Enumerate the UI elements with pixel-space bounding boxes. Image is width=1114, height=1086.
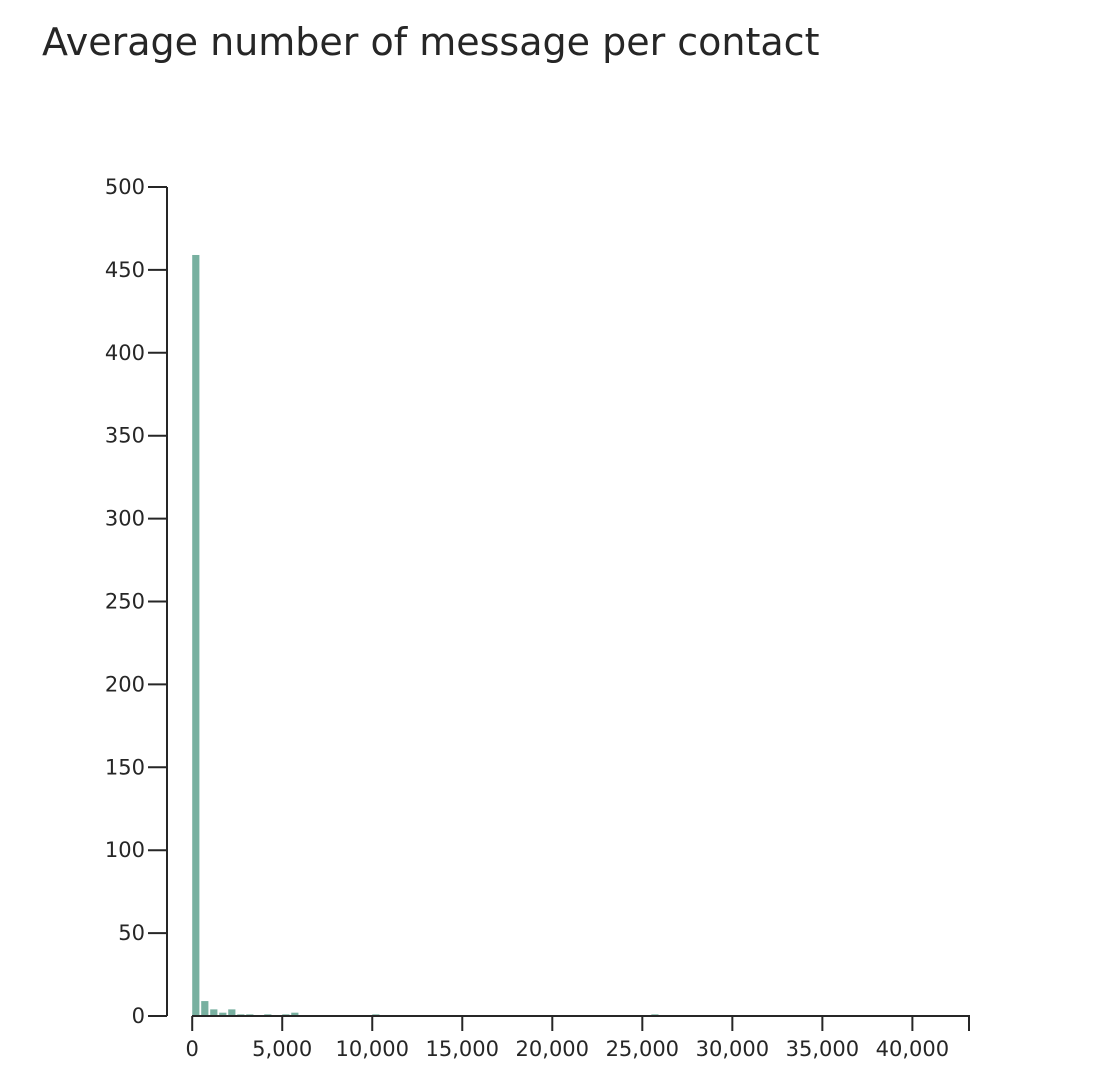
- y-tick-label-0: 0: [132, 1004, 145, 1028]
- x-tick-label-7: 35,000: [786, 1037, 859, 1061]
- x-tick-label-3: 15,000: [426, 1037, 499, 1061]
- y-tick-label-4: 200: [105, 672, 145, 696]
- histogram-bar-2: [210, 1009, 218, 1016]
- y-tick-label-9: 450: [105, 258, 145, 282]
- x-tick-label-6: 30,000: [696, 1037, 769, 1061]
- histogram-bar-0: [192, 254, 200, 1017]
- histogram-bar-9: [291, 1012, 299, 1016]
- bars-layer: [192, 254, 659, 1017]
- histogram-bar-4: [228, 1009, 236, 1016]
- x-tick-label-4: 20,000: [516, 1037, 589, 1061]
- y-tick-label-6: 300: [105, 507, 145, 531]
- x-tick-label-2: 10,000: [336, 1037, 409, 1061]
- chart-title: Average number of message per contact: [42, 20, 820, 64]
- x-tick-label-1: 5,000: [252, 1037, 312, 1061]
- x-ticks: 0 5,000 10,000 15,000 20,000 25,000 30,000 35,0…: [186, 1016, 970, 1061]
- x-tick-label-0: 0: [186, 1037, 199, 1061]
- y-tick-label-2: 100: [105, 838, 145, 862]
- histogram-bar-1: [201, 1001, 209, 1016]
- histogram-bar-3: [219, 1012, 227, 1016]
- y-tick-label-1: 50: [118, 921, 145, 945]
- x-tick-label-8: 40,000: [876, 1037, 949, 1061]
- x-tick-label-5: 25,000: [606, 1037, 679, 1061]
- y-ticks: 0 50 100 150 200 250 300 350 400 450 500: [105, 175, 167, 1028]
- y-tick-label-10: 500: [105, 175, 145, 199]
- y-tick-label-8: 400: [105, 341, 145, 365]
- y-tick-label-5: 250: [105, 590, 145, 614]
- y-tick-label-7: 350: [105, 424, 145, 448]
- y-tick-label-3: 150: [105, 755, 145, 779]
